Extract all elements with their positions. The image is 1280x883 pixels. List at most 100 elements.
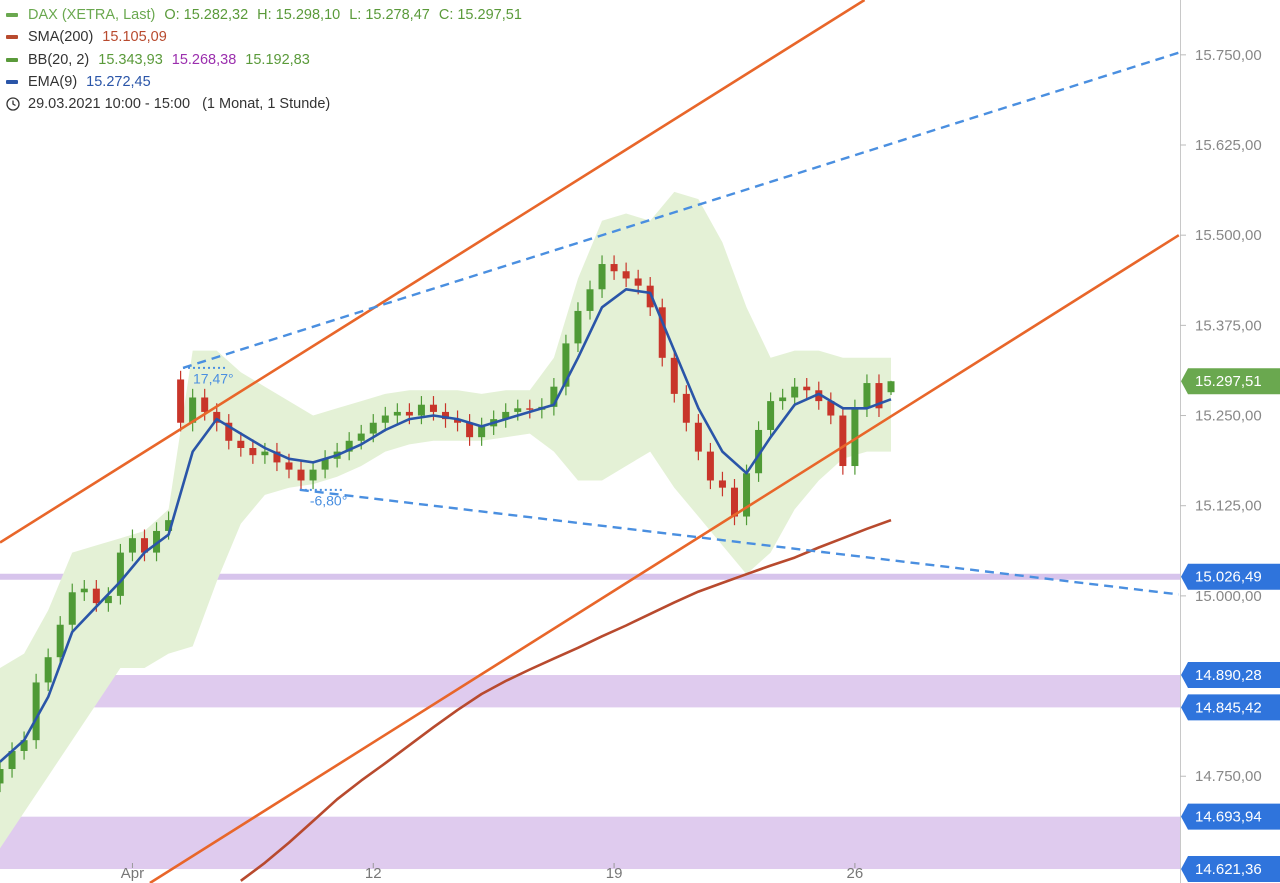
x-tick-label: 19 — [606, 865, 623, 882]
candle-body — [718, 480, 726, 488]
angle-label: 17,47° — [193, 371, 234, 387]
candle-body — [514, 408, 522, 412]
indicator-line — [0, 288, 892, 763]
legend-name: BB(20, 2) — [28, 51, 90, 68]
legend-icon — [6, 80, 18, 85]
candle-body — [851, 408, 859, 467]
candle-body — [273, 451, 281, 463]
candle-body — [237, 440, 245, 448]
axis-panel — [1180, 0, 1280, 883]
candle-body — [8, 750, 16, 770]
price-tag — [1181, 662, 1280, 689]
candle-body — [429, 404, 437, 412]
price-tag — [1181, 368, 1280, 395]
candle-body — [44, 657, 52, 683]
candle-body — [128, 538, 136, 553]
price-tag-label: 14.845,42 — [1195, 699, 1262, 716]
candle-body — [225, 422, 233, 441]
candle-body — [730, 487, 738, 517]
legend-value: 15.268,38 — [171, 51, 237, 68]
candle-body — [116, 552, 124, 596]
candle-body — [92, 588, 100, 604]
candle-body — [622, 271, 630, 279]
candle-body — [767, 401, 775, 430]
candle-body — [369, 422, 377, 434]
legend-name: DAX (XETRA, Last) — [28, 7, 156, 23]
candle-body — [610, 264, 618, 272]
legend-value: L: 15.278,47 — [349, 7, 430, 23]
legend-value: 15.343,93 — [98, 51, 163, 68]
candle-body — [803, 386, 811, 391]
legend-icon — [6, 13, 18, 18]
price-tag — [1181, 856, 1280, 883]
legend-value: O: 15.282,32 — [164, 7, 249, 23]
legend-entry: EMA(9) 15.272,45 — [6, 71, 522, 93]
candle-body — [321, 458, 329, 470]
candle-body — [80, 588, 88, 593]
trend-line — [182, 51, 1180, 370]
candle-body — [658, 307, 666, 358]
price-tag — [1181, 563, 1280, 590]
y-tick-label: 15.000,00 — [1195, 588, 1262, 605]
price-zone — [0, 816, 1180, 870]
candle-body — [706, 451, 714, 481]
candle-body — [466, 422, 474, 438]
price-tag-label: 14.693,94 — [1195, 809, 1262, 826]
candle-body — [165, 520, 173, 531]
candle-body — [598, 264, 606, 290]
candle-body — [815, 390, 823, 402]
candle-body — [887, 381, 895, 393]
candle-body — [20, 740, 28, 751]
plot-area: 17,47° -6,80° — [0, 0, 1180, 883]
x-tick-label: 12 — [365, 865, 382, 882]
legend: DAX (XETRA, Last) O: 15.282,32 H: 15.298,1… — [6, 4, 522, 115]
candle-body — [297, 469, 305, 481]
candle-body — [562, 343, 570, 387]
candle-body — [827, 401, 835, 416]
candle-body — [791, 386, 799, 398]
candle-body — [189, 397, 197, 423]
candle-body — [755, 429, 763, 474]
candle-body — [743, 473, 751, 517]
y-tick-label: 14.750,00 — [1195, 768, 1262, 785]
trend-line — [0, 0, 866, 544]
candle-body — [345, 440, 353, 452]
legend-value: 15.192,83 — [245, 51, 310, 68]
candle-body — [357, 433, 365, 441]
price-tag — [1181, 803, 1280, 830]
candle-body — [417, 404, 425, 416]
period-range: 29.03.2021 10:00 - 15:00 — [28, 96, 191, 113]
legend-entry: SMA(200) 15.105,09 — [6, 26, 522, 48]
x-tick-label: Apr — [121, 865, 144, 882]
candle-body — [381, 415, 389, 423]
candle-body — [863, 383, 871, 409]
candle-body — [526, 408, 534, 410]
candle-body — [839, 415, 847, 467]
bollinger-band — [0, 191, 891, 849]
legend-value: C: 15.297,51 — [438, 7, 522, 23]
trend-line — [299, 488, 1179, 596]
legend-icon — [6, 57, 18, 62]
price-tag-label: 15.026,49 — [1195, 569, 1262, 586]
legend-entry: DAX (XETRA, Last) O: 15.282,32 H: 15.298,1… — [6, 4, 522, 26]
candle-body — [454, 419, 462, 423]
candle-body — [285, 462, 293, 470]
candle-body — [682, 393, 690, 423]
legend-name: SMA(200) — [28, 29, 94, 46]
candle-body — [309, 469, 317, 481]
price-tag — [1181, 694, 1280, 721]
clock-icon — [6, 97, 20, 111]
candle-body — [634, 278, 642, 286]
candle-body — [140, 538, 148, 553]
y-tick-label: 15.500,00 — [1195, 227, 1262, 244]
angle-label: -6,80° — [310, 493, 348, 509]
candle-body — [177, 379, 185, 423]
candle-body — [779, 397, 787, 402]
y-tick-label: 15.750,00 — [1195, 47, 1262, 64]
legend-value: H: 15.298,10 — [257, 7, 341, 23]
price-tag-label: 15.297,51 — [1195, 373, 1262, 390]
trend-line — [149, 234, 1180, 883]
legend-entry: BB(20, 2) 15.343,93 15.268,38 15.192,83 — [6, 49, 522, 71]
